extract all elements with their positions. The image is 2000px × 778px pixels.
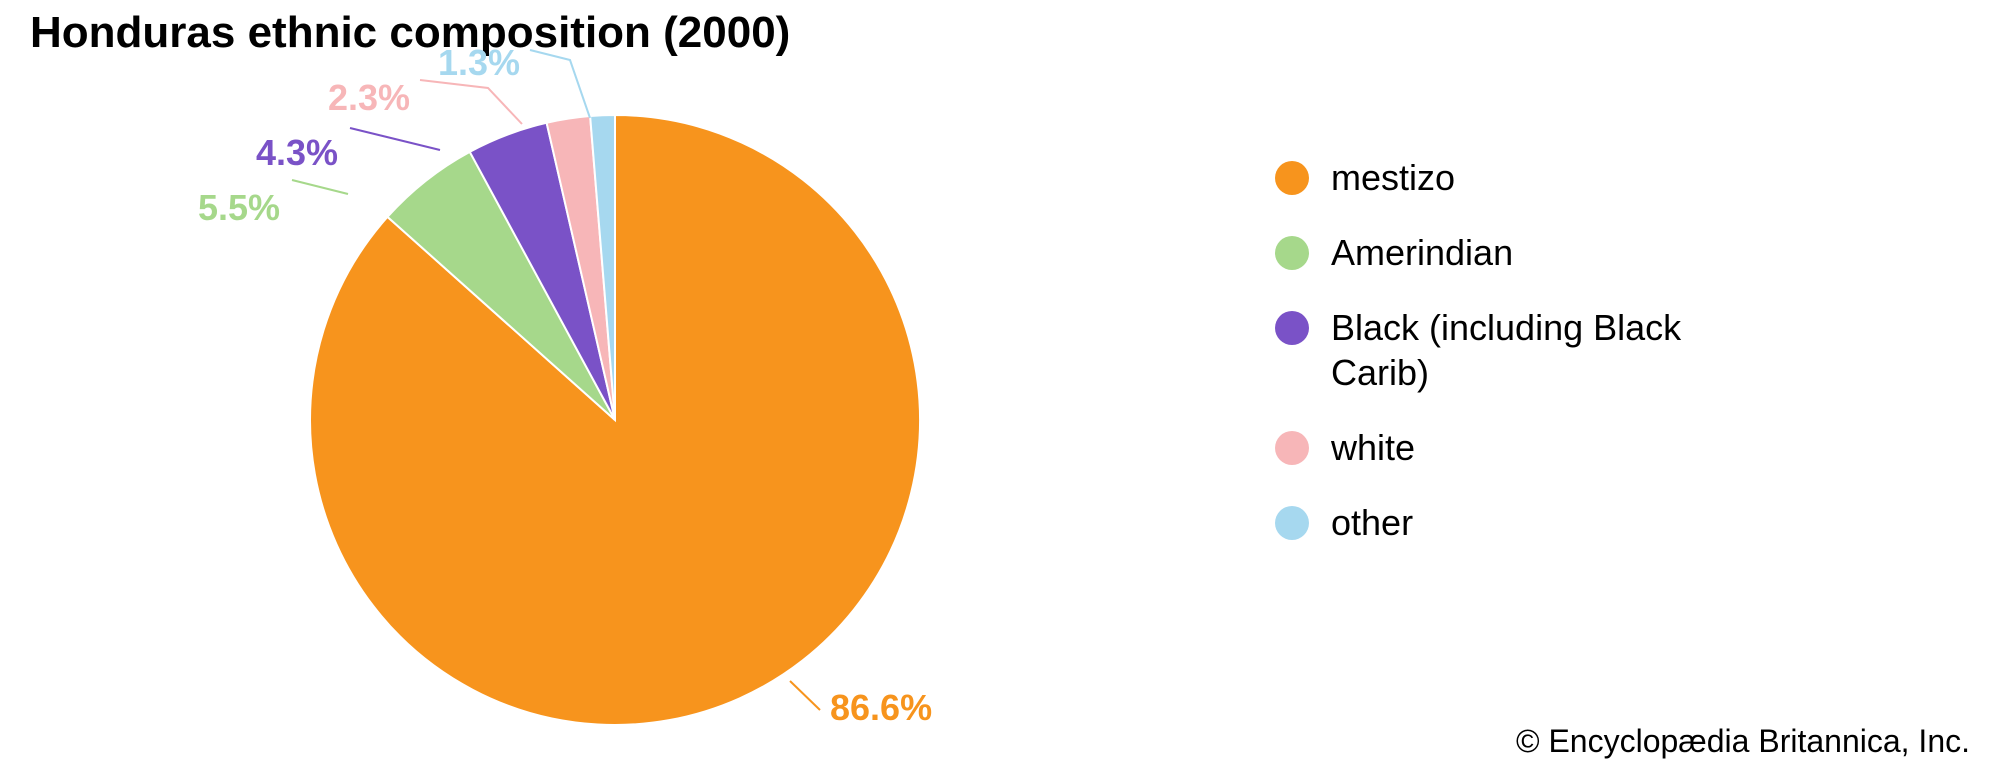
legend-swatch-amerindian (1275, 236, 1309, 270)
slice-label-other: 1.3% (438, 42, 520, 83)
legend-swatch-white (1275, 431, 1309, 465)
legend-label-amerindian: Amerindian (1331, 230, 1513, 275)
legend-item-white: white (1275, 425, 1751, 470)
slice-label-white: 2.3% (328, 77, 410, 118)
legend-label-other: other (1331, 500, 1413, 545)
legend-label-white: white (1331, 425, 1415, 470)
slice-label-mestizo: 86.6% (830, 687, 932, 728)
legend-label-mestizo: mestizo (1331, 155, 1455, 200)
legend-swatch-black (1275, 311, 1309, 345)
page: Honduras ethnic composition (2000) 86.6%… (0, 0, 2000, 778)
legend: mestizo Amerindian Black (including Black … (1275, 155, 1751, 575)
legend-swatch-other (1275, 506, 1309, 540)
legend-label-black: Black (including Black Carib) (1331, 305, 1751, 395)
leader-line-black (350, 128, 440, 150)
slice-label-amerindian: 5.5% (198, 187, 280, 228)
legend-swatch-mestizo (1275, 161, 1309, 195)
leader-line-other (530, 50, 590, 118)
leader-line-mestizo (790, 681, 820, 710)
legend-item-black: Black (including Black Carib) (1275, 305, 1751, 395)
leader-line-amerindian (292, 180, 348, 194)
leader-line-white (420, 80, 522, 124)
legend-item-amerindian: Amerindian (1275, 230, 1751, 275)
slice-label-black: 4.3% (256, 132, 338, 173)
legend-item-other: other (1275, 500, 1751, 545)
credit-text: © Encyclopædia Britannica, Inc. (1516, 723, 1970, 760)
legend-item-mestizo: mestizo (1275, 155, 1751, 200)
